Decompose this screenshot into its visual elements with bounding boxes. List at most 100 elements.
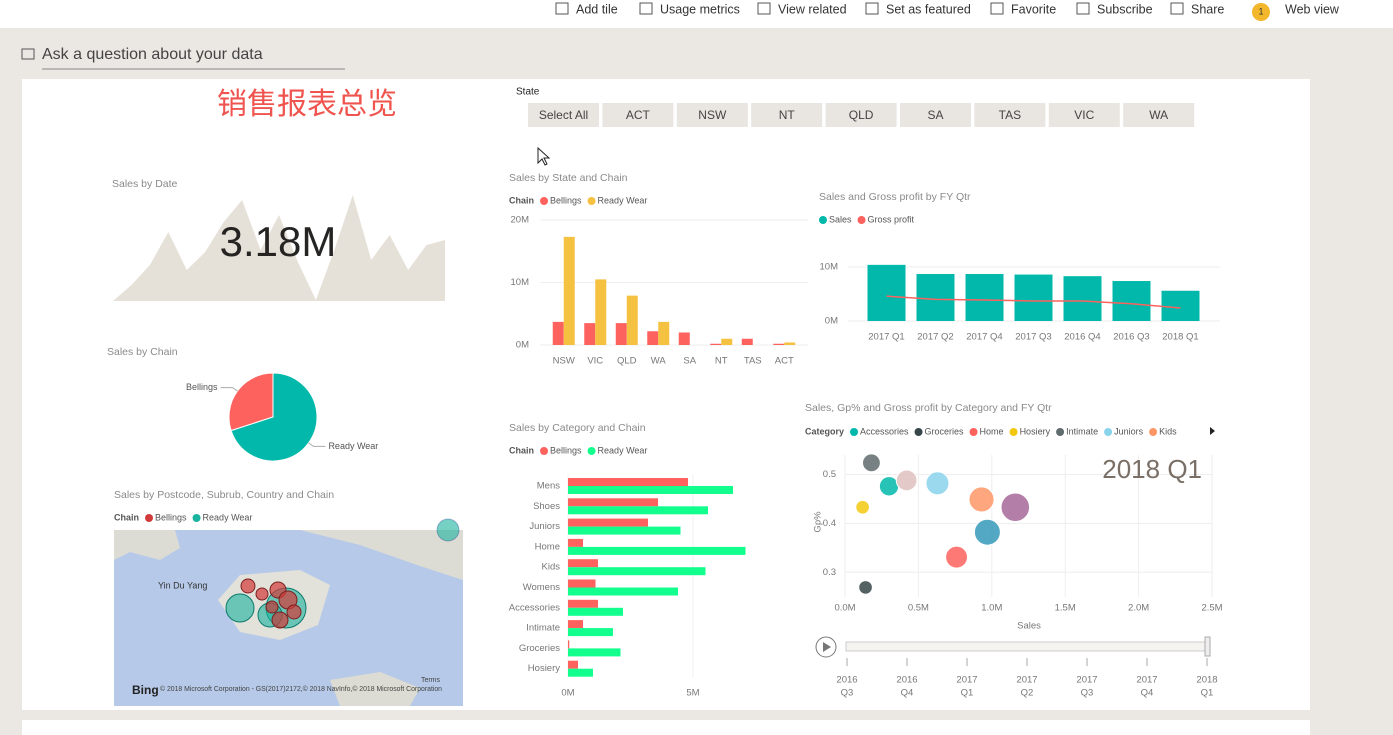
legend-swatch bbox=[850, 428, 859, 436]
legend-label: Kids bbox=[1159, 426, 1177, 436]
bubble[interactable] bbox=[861, 453, 881, 473]
bubble[interactable] bbox=[973, 518, 1001, 546]
slicer-option[interactable]: WA bbox=[1149, 108, 1168, 122]
legend-label: Ready Wear bbox=[598, 195, 648, 205]
slicer-option[interactable]: ACT bbox=[626, 108, 651, 122]
map-bubble bbox=[286, 604, 302, 620]
bar bbox=[568, 607, 623, 616]
legend-label: Gross profit bbox=[868, 214, 915, 224]
toolbar-icon bbox=[1076, 2, 1090, 15]
slicer-option[interactable]: TAS bbox=[999, 108, 1021, 122]
legend-label: Accessories bbox=[860, 426, 909, 436]
legend-swatch bbox=[587, 197, 596, 205]
slicer-button[interactable] bbox=[974, 103, 1046, 127]
slicer-option[interactable]: QLD bbox=[849, 108, 874, 122]
bar bbox=[568, 660, 578, 669]
view-switch[interactable]: Web view bbox=[1285, 2, 1340, 16]
bubble[interactable] bbox=[945, 545, 969, 569]
bar bbox=[563, 236, 575, 345]
slicer-option[interactable]: VIC bbox=[1074, 108, 1094, 122]
x-tick-label: SA bbox=[683, 356, 696, 367]
play-label: 2016 bbox=[896, 675, 917, 686]
bar bbox=[1063, 276, 1102, 321]
bar bbox=[568, 546, 746, 555]
y-tick-label: 0.5 bbox=[823, 469, 836, 480]
y-tick-label: Mens bbox=[537, 481, 560, 492]
bubble[interactable] bbox=[968, 486, 995, 513]
slicer-button[interactable] bbox=[676, 103, 748, 127]
visual-title: Sales, Gp% and Gross profit by Category … bbox=[805, 402, 1052, 414]
bar bbox=[584, 323, 596, 345]
play-track bbox=[845, 641, 1209, 652]
bar bbox=[647, 331, 659, 345]
slicer-button[interactable] bbox=[900, 103, 971, 127]
map-terms[interactable]: Terms bbox=[421, 677, 441, 684]
toolbar-button[interactable]: Share bbox=[1191, 2, 1224, 16]
slicer-option[interactable]: SA bbox=[927, 108, 943, 122]
y-tick-label: Womens bbox=[523, 582, 561, 593]
x-tick-label: WA bbox=[651, 356, 667, 367]
y-tick-label: 0.3 bbox=[823, 567, 836, 578]
play-handle[interactable] bbox=[1204, 636, 1211, 657]
map[interactable]: Yin Du Yang Bing Terms © 2018 Microsoft … bbox=[114, 518, 463, 706]
toolbar-button[interactable]: Favorite bbox=[1011, 2, 1056, 16]
notification-count: 1 bbox=[1258, 6, 1263, 16]
bar bbox=[568, 478, 688, 486]
slicer-button[interactable] bbox=[602, 103, 674, 127]
legend-label: Hosiery bbox=[1020, 426, 1051, 436]
legend-label: Bellings bbox=[550, 445, 582, 455]
slicer-button[interactable] bbox=[528, 103, 599, 127]
legend-title: Chain bbox=[509, 195, 534, 205]
legend-swatch bbox=[540, 197, 549, 205]
bubble[interactable] bbox=[858, 580, 873, 595]
slicer-button[interactable] bbox=[825, 103, 897, 127]
slicer-button[interactable] bbox=[751, 103, 823, 127]
map-bubble bbox=[436, 518, 460, 542]
visual-title: Sales by State and Chain bbox=[509, 172, 628, 184]
y-tick-label: Juniors bbox=[529, 521, 560, 532]
next-page-strip bbox=[22, 720, 1310, 735]
x-tick-label: VIC bbox=[587, 356, 603, 367]
toolbar-button[interactable]: Set as featured bbox=[886, 2, 971, 16]
bar bbox=[773, 343, 785, 345]
toolbar-button[interactable]: Add tile bbox=[576, 2, 618, 16]
bubble[interactable] bbox=[855, 499, 870, 515]
x-tick-label: 0M bbox=[561, 688, 574, 699]
x-tick-label: 2016 Q4 bbox=[1064, 332, 1100, 343]
slicer-button[interactable] bbox=[1123, 103, 1195, 127]
slicer-option[interactable]: Select All bbox=[539, 108, 588, 122]
bar bbox=[721, 338, 733, 345]
qa-box[interactable]: Ask a question about your data bbox=[21, 46, 345, 70]
legend-swatch bbox=[1149, 428, 1158, 436]
card-value: 3.18M bbox=[220, 218, 337, 265]
bar bbox=[678, 332, 690, 345]
legend-swatch bbox=[819, 216, 827, 224]
x-tick-label: 5M bbox=[686, 688, 699, 699]
play-label: Q4 bbox=[901, 688, 914, 699]
slicer-option[interactable]: NT bbox=[779, 108, 796, 122]
bar bbox=[615, 323, 627, 345]
y-tick-label: 0.4 bbox=[823, 518, 836, 529]
bubble[interactable] bbox=[925, 471, 950, 496]
bar bbox=[568, 579, 596, 588]
qa-prompt[interactable]: Ask a question about your data bbox=[42, 46, 263, 63]
x-tick-label: NSW bbox=[553, 356, 575, 367]
legend-swatch bbox=[1104, 428, 1113, 436]
x-tick-label: TAS bbox=[744, 356, 762, 367]
bubble[interactable] bbox=[878, 476, 900, 497]
toolbar-button[interactable]: Usage metrics bbox=[660, 2, 740, 16]
frame-label: 2018 Q1 bbox=[1102, 454, 1202, 484]
legend-scroll[interactable] bbox=[1210, 427, 1215, 435]
toolbar-button[interactable]: Subscribe bbox=[1097, 2, 1153, 16]
bar bbox=[784, 342, 796, 345]
toolbar-icon bbox=[555, 2, 569, 15]
play-label: 2017 bbox=[956, 675, 977, 686]
slicer-option[interactable]: NSW bbox=[698, 108, 727, 122]
bubble[interactable] bbox=[1000, 492, 1031, 523]
toolbar-button[interactable]: View related bbox=[778, 2, 847, 16]
pie-slice bbox=[228, 372, 274, 432]
slicer-button[interactable] bbox=[1048, 103, 1120, 127]
legend-label: Bellings bbox=[155, 512, 187, 522]
bubble[interactable] bbox=[895, 469, 918, 492]
